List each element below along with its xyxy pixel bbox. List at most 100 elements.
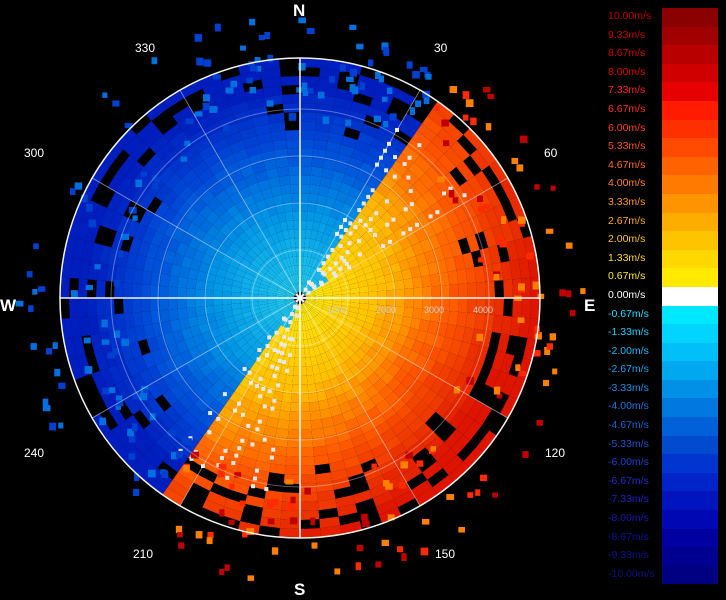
velocity-cell bbox=[212, 365, 226, 379]
velocity-speck bbox=[373, 115, 381, 123]
velocity-cell bbox=[313, 373, 323, 384]
velocity-cell bbox=[305, 294, 315, 297]
velocity-cell bbox=[484, 187, 502, 208]
zero-velocity-speck bbox=[262, 404, 267, 409]
velocity-cell bbox=[336, 153, 352, 166]
velocity-cell bbox=[462, 327, 475, 344]
velocity-cell bbox=[465, 312, 477, 329]
velocity-cell bbox=[303, 302, 311, 310]
velocity-cell bbox=[338, 312, 348, 320]
zero-velocity-speck bbox=[403, 207, 408, 212]
velocity-cell bbox=[387, 218, 401, 233]
velocity-cell bbox=[242, 277, 253, 285]
velocity-cell bbox=[422, 357, 436, 373]
velocity-cell bbox=[317, 344, 326, 355]
velocity-cell bbox=[324, 256, 333, 266]
velocity-cell bbox=[203, 175, 220, 190]
velocity-cell bbox=[398, 346, 412, 360]
velocity-cell bbox=[272, 139, 287, 151]
velocity-cell bbox=[393, 382, 409, 398]
zero-velocity-speck bbox=[391, 217, 396, 222]
velocity-cell bbox=[310, 337, 318, 348]
velocity-cell bbox=[467, 298, 477, 314]
bearing-120: 120 bbox=[545, 446, 566, 460]
velocity-cell bbox=[497, 333, 510, 354]
velocity-speck bbox=[249, 18, 256, 26]
radar-velocity-map: 1000 2000 3000 4000 bbox=[15, 17, 586, 581]
velocity-cell bbox=[220, 427, 237, 443]
velocity-cell bbox=[269, 121, 286, 133]
velocity-cell bbox=[150, 230, 165, 247]
velocity-cell bbox=[264, 388, 276, 400]
velocity-speck bbox=[132, 215, 138, 221]
velocity-speck bbox=[518, 283, 525, 291]
velocity-cell bbox=[322, 286, 332, 292]
velocity-speck bbox=[476, 195, 484, 202]
velocity-cell bbox=[279, 221, 289, 232]
velocity-speck bbox=[49, 422, 57, 431]
legend-swatch bbox=[662, 379, 718, 399]
velocity-cell bbox=[521, 277, 531, 298]
legend-row: -6.00m/s bbox=[606, 454, 718, 473]
zero-velocity-speck bbox=[407, 155, 412, 160]
velocity-cell bbox=[387, 330, 399, 343]
velocity-cell bbox=[272, 194, 284, 206]
velocity-cell bbox=[283, 279, 291, 288]
velocity-cell bbox=[453, 205, 469, 224]
velocity-cell bbox=[306, 220, 314, 231]
velocity-cell bbox=[78, 259, 91, 280]
velocity-cell bbox=[388, 442, 407, 460]
velocity-cell bbox=[213, 353, 227, 366]
velocity-speck bbox=[449, 86, 458, 94]
velocity-cell bbox=[311, 157, 325, 169]
velocity-cell bbox=[103, 430, 124, 453]
velocity-cell bbox=[359, 291, 369, 298]
velocity-cell bbox=[377, 290, 387, 298]
velocity-cell bbox=[380, 358, 394, 372]
velocity-cell bbox=[142, 227, 156, 244]
velocity-cell bbox=[257, 405, 271, 417]
velocity-cell bbox=[301, 283, 306, 293]
zero-velocity-speck bbox=[408, 227, 413, 232]
velocity-cell bbox=[437, 382, 454, 400]
velocity-cell bbox=[303, 312, 309, 322]
velocity-cell bbox=[236, 464, 255, 478]
velocity-cell bbox=[258, 265, 268, 274]
velocity-cell bbox=[313, 316, 322, 326]
velocity-cell bbox=[233, 236, 245, 248]
velocity-cell bbox=[300, 112, 317, 122]
velocity-cell bbox=[240, 292, 250, 298]
velocity-cell bbox=[225, 450, 243, 465]
velocity-cell bbox=[191, 382, 207, 398]
velocity-cell bbox=[205, 211, 220, 225]
velocity-cell bbox=[338, 438, 355, 452]
velocity-cell bbox=[253, 315, 264, 324]
velocity-speck bbox=[476, 333, 484, 342]
velocity-cell bbox=[317, 241, 326, 252]
velocity-cell bbox=[339, 259, 350, 269]
velocity-cell bbox=[225, 365, 239, 379]
velocity-cell bbox=[456, 161, 475, 181]
velocity-cell bbox=[326, 327, 337, 338]
velocity-speck bbox=[518, 216, 526, 224]
velocity-speck bbox=[112, 100, 120, 107]
velocity-cell bbox=[213, 203, 227, 218]
velocity-cell bbox=[300, 438, 314, 448]
velocity-cell bbox=[312, 304, 322, 310]
velocity-cell bbox=[363, 427, 380, 443]
velocity-cell bbox=[150, 271, 162, 286]
velocity-speck bbox=[248, 61, 255, 67]
velocity-speck bbox=[132, 391, 140, 400]
velocity-cell bbox=[521, 298, 531, 319]
velocity-cell bbox=[235, 318, 246, 328]
velocity-cell bbox=[264, 196, 276, 208]
velocity-cell bbox=[240, 242, 252, 254]
velocity-cell bbox=[500, 178, 518, 201]
legend-row: -1.33m/s bbox=[606, 324, 718, 343]
velocity-cell bbox=[192, 333, 205, 347]
velocity-cell bbox=[177, 465, 198, 483]
velocity-cell bbox=[187, 316, 199, 328]
velocity-cell bbox=[219, 223, 233, 237]
velocity-cell bbox=[364, 315, 376, 325]
velocity-cell bbox=[500, 315, 513, 335]
